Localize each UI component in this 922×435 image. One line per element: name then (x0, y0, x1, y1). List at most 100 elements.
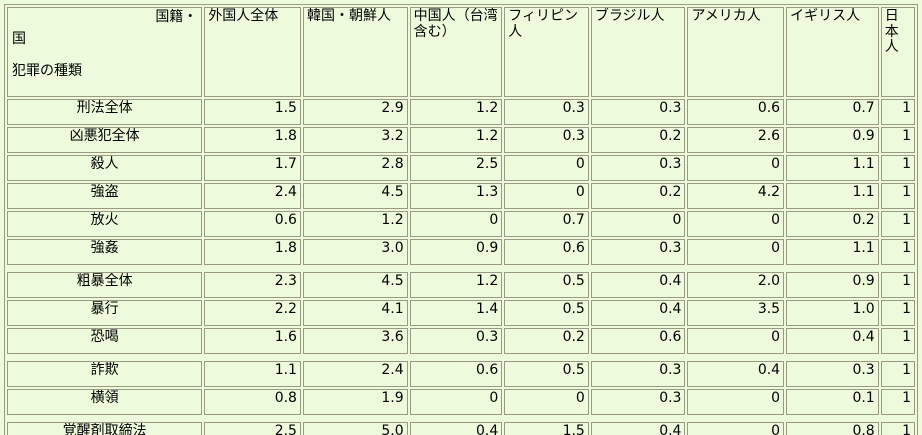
data-cell: 0.3 (504, 127, 589, 153)
table-row: 刑法全体 1.5 2.9 1.2 0.3 0.3 0.6 0.7 1 (7, 99, 915, 125)
table-row: 恐喝 1.6 3.6 0.3 0.2 0.6 0 0.4 1 (7, 328, 915, 354)
row-label-cell: 恐喝 (7, 328, 203, 354)
table-row: 粗暴全体 2.3 4.5 1.2 0.5 0.4 2.0 0.9 1 (7, 272, 915, 298)
data-cell: 0.6 (687, 99, 785, 125)
table-row: 強姦 1.8 3.0 0.9 0.6 0.3 0 1.1 1 (7, 239, 915, 265)
data-cell: 1.1 (786, 183, 879, 209)
column-header-british: イギリス人 (786, 7, 879, 97)
data-cell: 0 (504, 155, 589, 181)
data-cell: 0 (409, 211, 503, 237)
data-cell: 0.6 (409, 361, 503, 387)
data-cell: 2.0 (687, 272, 785, 298)
data-cell: 0.3 (409, 328, 503, 354)
data-cell: 0.3 (590, 389, 686, 415)
data-cell: 0.6 (504, 239, 589, 265)
data-cell: 1 (880, 272, 915, 298)
data-cell: 1.1 (786, 155, 879, 181)
data-cell: 1 (880, 211, 915, 237)
column-header-chinese: 中国人（台湾含む） (409, 7, 503, 97)
data-cell: 0 (504, 183, 589, 209)
data-cell: 0.2 (504, 328, 589, 354)
data-cell: 2.5 (204, 422, 301, 435)
data-cell: 1.2 (409, 127, 503, 153)
data-cell: 3.6 (302, 328, 408, 354)
row-label-cell: 粗暴全体 (7, 272, 203, 298)
data-cell: 0.9 (786, 127, 879, 153)
data-cell: 1.8 (204, 239, 301, 265)
row-label-cell: 強盗 (7, 183, 203, 209)
row-group-separator-cell (7, 356, 915, 359)
row-group-separator (7, 267, 915, 270)
data-cell: 0 (687, 389, 785, 415)
data-cell: 1 (880, 361, 915, 387)
data-cell: 0.4 (409, 422, 503, 435)
data-cell: 1 (880, 300, 915, 326)
data-cell: 0.6 (204, 211, 301, 237)
crime-rate-by-nationality-table: 国籍・ 国 犯罪の種類 外国人全体 韓国・朝鮮人 中国人（台湾含む） フィリピン… (4, 4, 918, 435)
data-cell: 1 (880, 328, 915, 354)
data-cell: 0 (504, 389, 589, 415)
data-cell: 2.4 (204, 183, 301, 209)
data-cell: 1 (880, 389, 915, 415)
data-cell: 2.9 (302, 99, 408, 125)
data-cell: 0.9 (409, 239, 503, 265)
table-row: 強盗 2.4 4.5 1.3 0 0.2 4.2 1.1 1 (7, 183, 915, 209)
data-cell: 3.5 (687, 300, 785, 326)
row-label-cell: 殺人 (7, 155, 203, 181)
row-label-cell: 横領 (7, 389, 203, 415)
data-cell: 0 (687, 155, 785, 181)
data-cell: 2.2 (204, 300, 301, 326)
data-cell: 3.2 (302, 127, 408, 153)
data-cell: 4.5 (302, 272, 408, 298)
data-cell: 2.6 (687, 127, 785, 153)
data-cell: 0.6 (590, 328, 686, 354)
data-cell: 0.5 (504, 361, 589, 387)
data-cell: 0.4 (590, 272, 686, 298)
data-cell: 1 (880, 239, 915, 265)
data-cell: 0.7 (786, 99, 879, 125)
row-label-cell: 暴行 (7, 300, 203, 326)
data-cell: 0.3 (786, 361, 879, 387)
data-cell: 2.4 (302, 361, 408, 387)
data-cell: 0 (687, 211, 785, 237)
data-cell: 0.4 (786, 328, 879, 354)
table-row: 放火 0.6 1.2 0 0.7 0 0 0.2 1 (7, 211, 915, 237)
data-cell: 1.2 (409, 99, 503, 125)
table-header: 国籍・ 国 犯罪の種類 外国人全体 韓国・朝鮮人 中国人（台湾含む） フィリピン… (7, 7, 915, 97)
row-group-separator (7, 356, 915, 359)
data-cell: 4.5 (302, 183, 408, 209)
data-cell: 1.2 (409, 272, 503, 298)
data-cell: 1.7 (204, 155, 301, 181)
row-label-cell: 覚醒剤取締法 (7, 422, 203, 435)
data-cell: 0.3 (504, 99, 589, 125)
data-cell: 0.3 (590, 239, 686, 265)
corner-nationality-label: 国籍・ (155, 9, 198, 25)
table-row: 殺人 1.7 2.8 2.5 0 0.3 0 1.1 1 (7, 155, 915, 181)
row-label-cell: 放火 (7, 211, 203, 237)
table-row: 覚醒剤取締法 2.5 5.0 0.4 1.5 0.4 0 0.8 1 (7, 422, 915, 435)
data-cell: 4.1 (302, 300, 408, 326)
data-cell: 1.5 (504, 422, 589, 435)
data-cell: 1.0 (786, 300, 879, 326)
data-cell: 1.9 (302, 389, 408, 415)
data-cell: 0.4 (590, 300, 686, 326)
data-cell: 2.3 (204, 272, 301, 298)
data-cell: 1.1 (204, 361, 301, 387)
data-cell: 1.8 (204, 127, 301, 153)
data-cell: 1 (880, 155, 915, 181)
row-label-cell: 詐欺 (7, 361, 203, 387)
data-cell: 0 (687, 328, 785, 354)
data-cell: 1 (880, 183, 915, 209)
table-row: 凶悪犯全体 1.8 3.2 1.2 0.3 0.2 2.6 0.9 1 (7, 127, 915, 153)
row-label-cell: 刑法全体 (7, 99, 203, 125)
row-group-separator-cell (7, 267, 915, 270)
column-header-foreigners-total: 外国人全体 (204, 7, 301, 97)
row-group-separator-cell (7, 417, 915, 420)
column-header-brazilian: ブラジル人 (590, 7, 686, 97)
data-cell: 2.8 (302, 155, 408, 181)
data-cell: 0 (687, 239, 785, 265)
data-cell: 1 (880, 127, 915, 153)
data-cell: 1.6 (204, 328, 301, 354)
data-cell: 1.1 (786, 239, 879, 265)
